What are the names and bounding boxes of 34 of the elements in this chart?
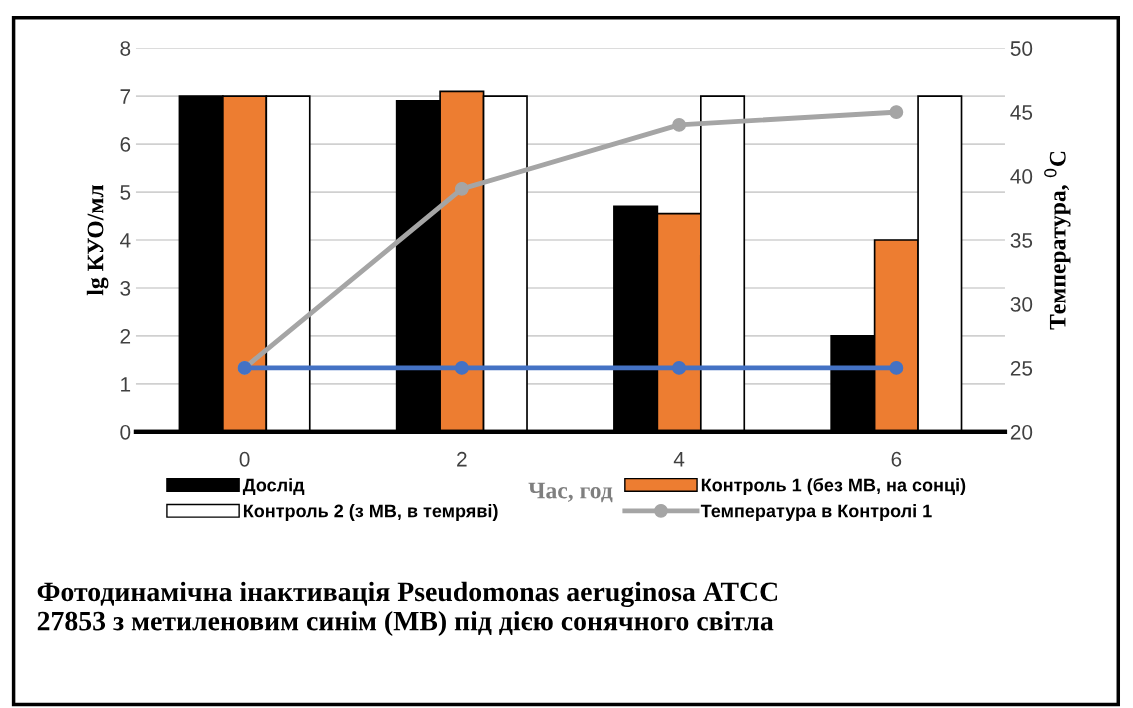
- y2-tick-label: 35: [1010, 233, 1033, 248]
- y-tick-label: 7: [120, 89, 131, 104]
- legend-label: Контроль 1 (без МВ, на сонці): [701, 478, 966, 496]
- y-tick-label: 4: [119, 233, 131, 248]
- point: [454, 360, 469, 375]
- y2-tick-label: 30: [1010, 296, 1033, 312]
- x-tick-label: 6: [891, 451, 902, 467]
- text: Фотодинамічна інактивація Pseudomonas aeruginosa АТСС 27853 з метиленовим синім (МВ) під дією сонячного світла: [37, 581, 778, 637]
- y-axis-title: lg КУО/мл: [86, 184, 109, 296]
- point: [889, 360, 904, 375]
- y-tick-label: 6: [120, 137, 131, 152]
- point: [889, 105, 904, 120]
- x-tick-label: 4: [673, 452, 685, 467]
- legend-label: Дослід: [242, 478, 305, 495]
- y2-tick-label: 50: [1010, 41, 1033, 56]
- y-tick-label: 0: [120, 424, 131, 440]
- y-tick-label: 2: [120, 328, 131, 344]
- x-tick-label: 0: [239, 451, 250, 467]
- y-tick-label: 5: [120, 185, 131, 200]
- y-tick-label: 1: [121, 377, 131, 392]
- y2-tick-label: 40: [1010, 169, 1033, 184]
- y-tick-label: 3: [120, 280, 131, 296]
- point: [672, 360, 687, 375]
- y2-axis-title: Температура, $^{0}$C: [1044, 151, 1071, 330]
- y-tick-label: 8: [120, 41, 131, 56]
- y2-tick-label: 20: [1010, 424, 1033, 440]
- legend-label: Температура в Контролі 1: [700, 504, 932, 521]
- x-tick-label: 2: [457, 451, 467, 467]
- x-axis-title: Час, год: [528, 482, 613, 503]
- point: [672, 117, 687, 132]
- y2-tick-label: 25: [1010, 360, 1033, 376]
- point: [454, 181, 469, 196]
- y2-tick-label: 45: [1010, 105, 1033, 120]
- legend-label: Контроль 2 (з МВ, в темряві): [243, 504, 498, 521]
